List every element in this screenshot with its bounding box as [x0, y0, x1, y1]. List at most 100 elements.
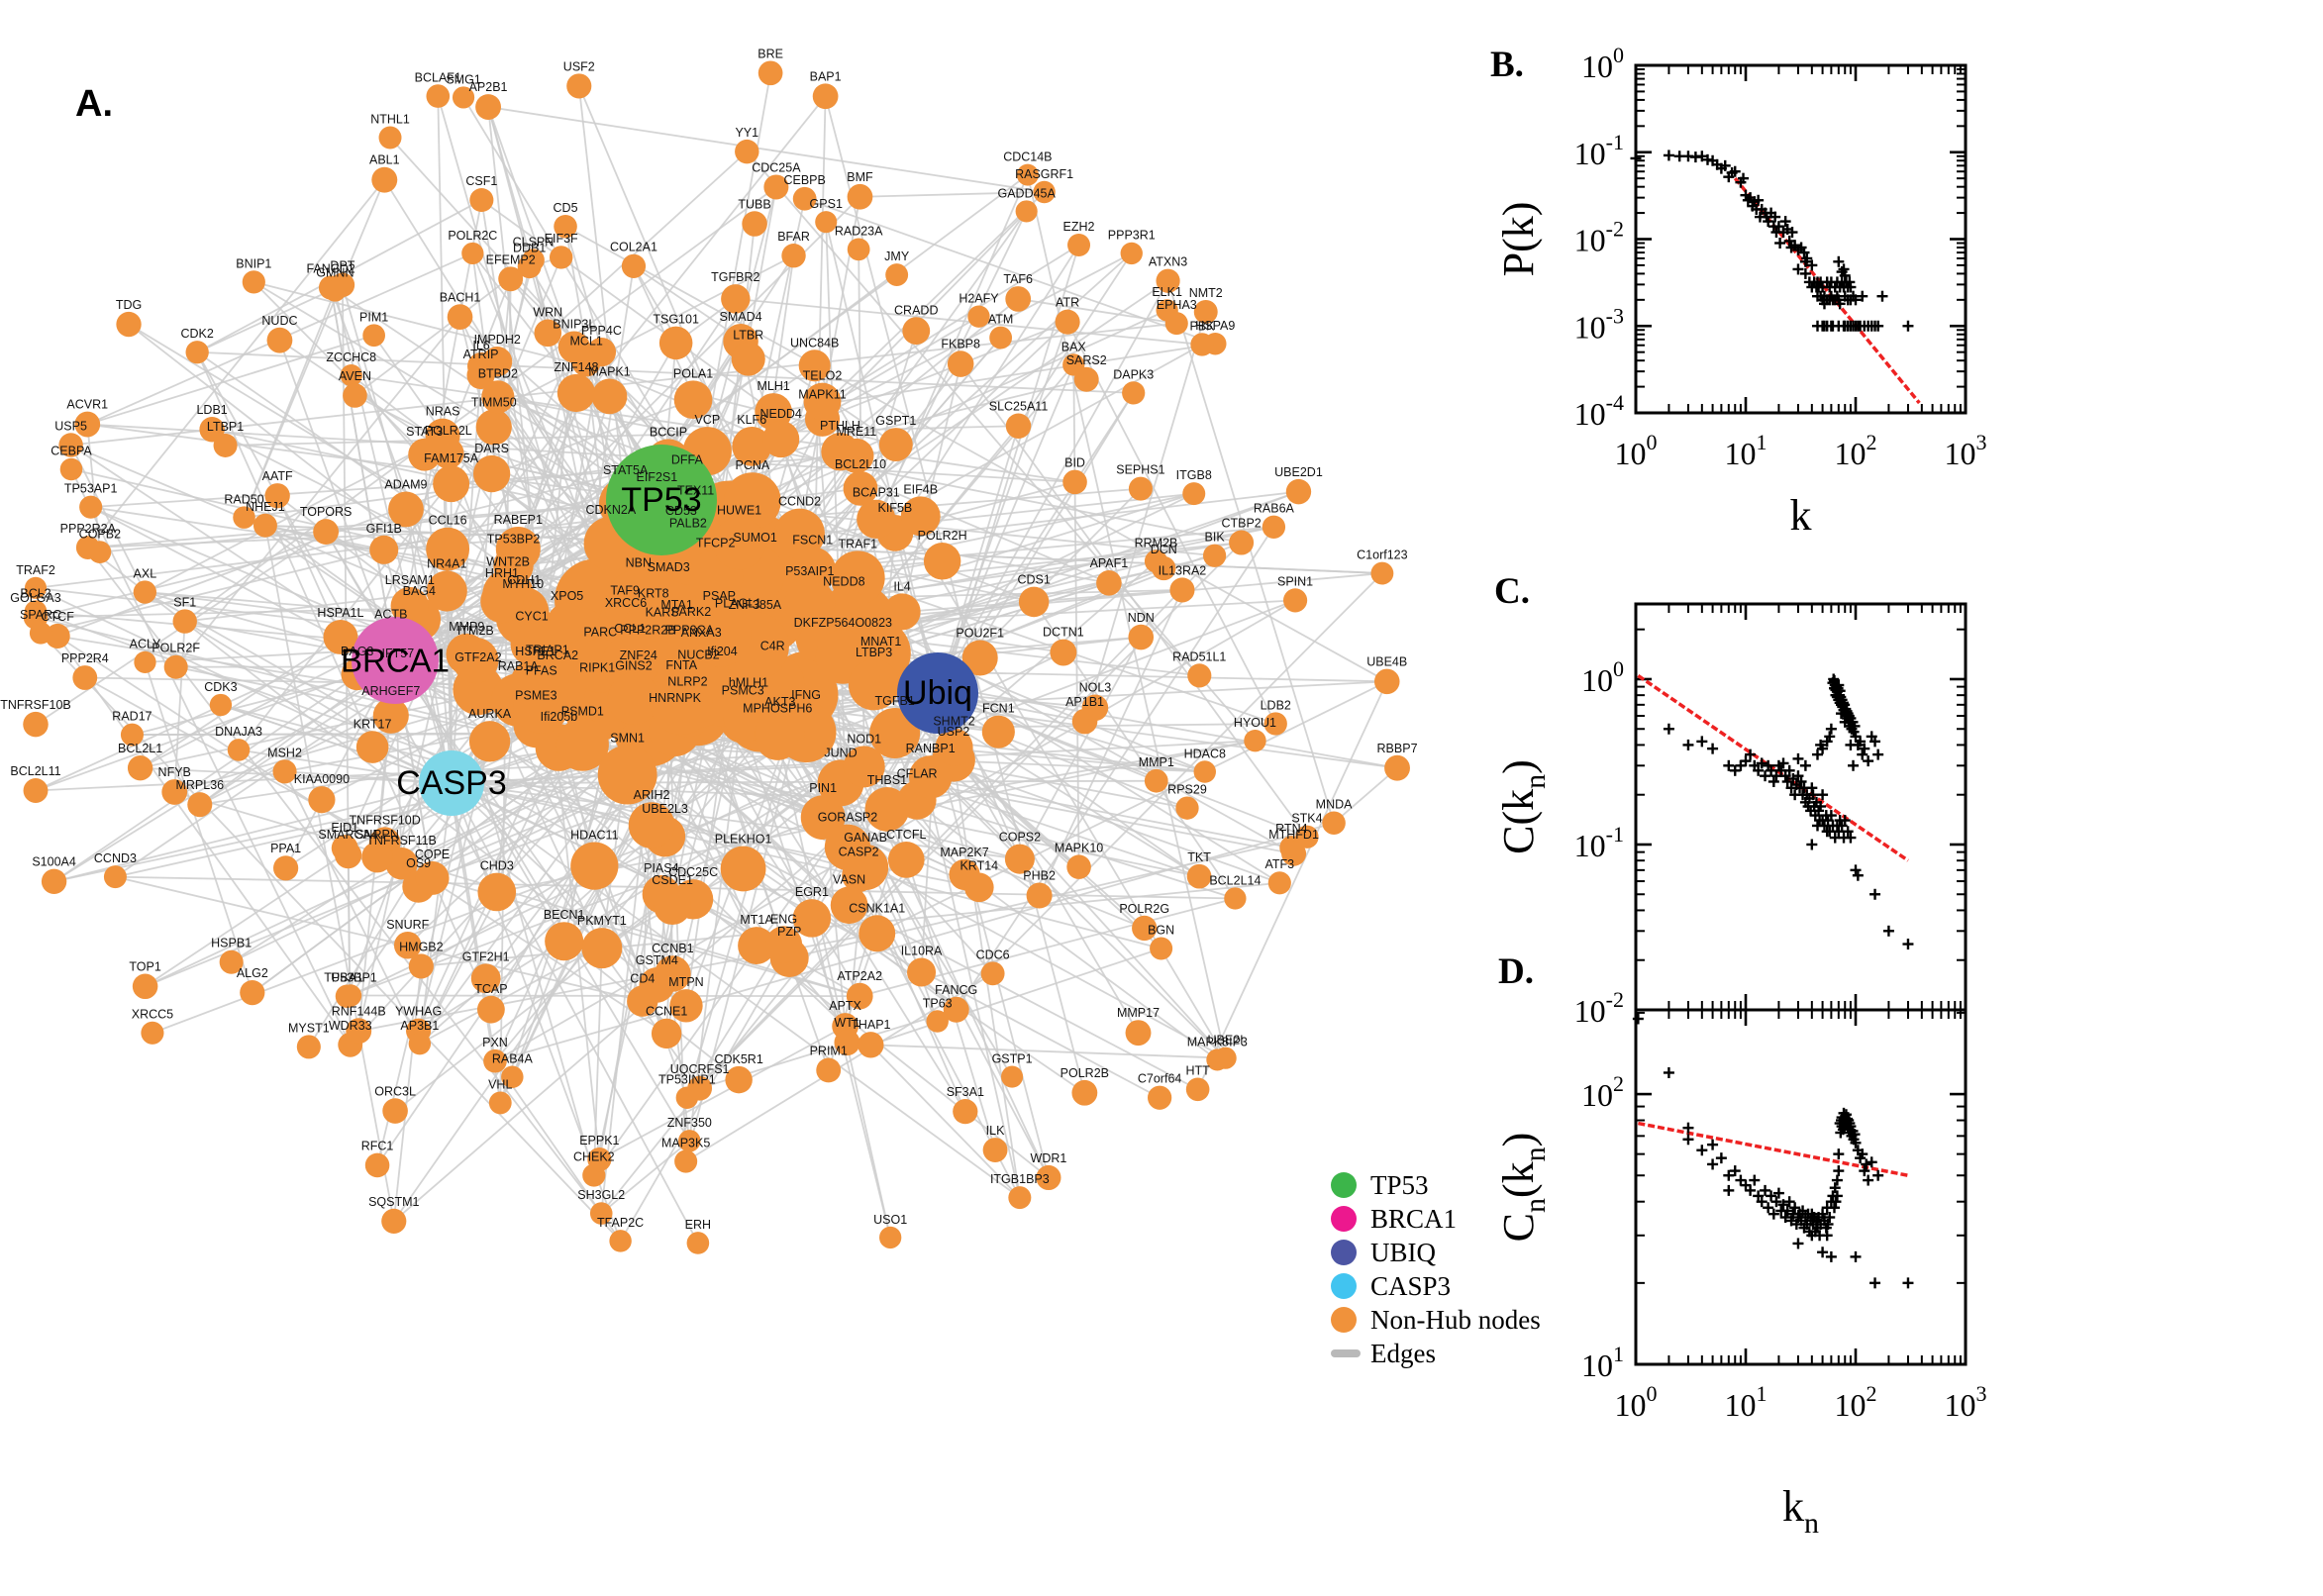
node-label: PRIM1	[810, 1045, 848, 1058]
node-label: CHD3	[480, 859, 514, 873]
network-node	[732, 427, 772, 466]
node-label: AATF	[262, 469, 293, 483]
node-label: RFC1	[361, 1140, 394, 1153]
node-label: TIMM50	[471, 395, 517, 409]
network-node	[735, 139, 759, 164]
chart-C: 100 10-1 10-2 C(kn)	[1494, 602, 1968, 1029]
node-label: TP53BP2	[487, 532, 541, 546]
network-node	[1015, 200, 1038, 223]
network-node	[821, 433, 859, 471]
panel-label-c: C.	[1494, 571, 1530, 612]
hub-node-tp53	[606, 445, 717, 555]
node-label: SQSTM1	[368, 1195, 419, 1209]
node-label: KARS	[646, 606, 679, 620]
node-label: NFYB	[158, 765, 191, 779]
node-label: FSCN1	[792, 534, 833, 548]
node-label: HRH1	[485, 566, 519, 580]
node-label: ENG	[770, 912, 797, 926]
x-tick-label: 100	[1615, 430, 1658, 471]
node-swatch-icon	[1331, 1206, 1357, 1232]
node-label: CCL1	[614, 622, 646, 636]
network-node	[24, 576, 48, 599]
node-label: GTF2A2	[454, 650, 501, 664]
node-label: RRM2B	[1135, 536, 1178, 549]
network-node	[426, 570, 467, 612]
network-node	[843, 746, 885, 788]
network-node	[923, 543, 961, 580]
network-node	[981, 715, 1015, 748]
network-node	[141, 1021, 164, 1045]
network-node	[426, 84, 451, 108]
network-node	[1033, 180, 1056, 204]
node-label: MAPK1	[588, 365, 630, 379]
node-label: KLF6	[737, 413, 766, 427]
node-label: USF2	[563, 59, 595, 73]
network-node	[724, 472, 781, 530]
node-label: Ifi205b	[541, 710, 578, 724]
y-tick-label: 100	[1581, 656, 1624, 698]
network-node	[609, 1230, 632, 1252]
node-label: IL6	[472, 339, 489, 352]
node-label: AURKA	[468, 707, 512, 721]
network-node	[120, 723, 144, 747]
node-label: LTBP3	[856, 646, 892, 659]
data-points	[1632, 1013, 1914, 1289]
node-label: CD5	[554, 201, 578, 215]
network-node	[902, 317, 931, 346]
node-label: DFFA	[671, 452, 704, 466]
network-node	[628, 802, 675, 848]
node-label: TAF6	[1003, 272, 1033, 286]
node-label: SMAD4	[720, 310, 762, 324]
node-label: BAG4	[403, 584, 436, 598]
node-label: PIN1	[809, 781, 837, 795]
node-label: C4R	[760, 639, 785, 652]
node-label: CEBPB	[783, 173, 825, 187]
node-label: ITM2B	[457, 624, 494, 638]
node-label: LDB1	[196, 403, 227, 417]
network-node	[597, 745, 657, 805]
node-label: MNAT1	[860, 635, 901, 648]
node-label: POU2F1	[956, 627, 1004, 641]
panel-label-b: B.	[1490, 45, 1524, 85]
network-node	[864, 787, 910, 832]
network-node	[879, 1226, 902, 1249]
y-axis-title: C(kn)	[1494, 759, 1552, 854]
node-label: USP5	[54, 419, 87, 433]
node-label: NLRP2	[667, 675, 707, 689]
node-label: NUDC	[261, 314, 297, 328]
node-label: IFT57	[382, 647, 415, 660]
x-tick-label: 102	[1835, 430, 1877, 471]
network-node	[763, 174, 789, 200]
network-node	[673, 380, 713, 420]
network-node	[501, 1065, 524, 1088]
network-node	[481, 380, 515, 414]
network-node	[566, 73, 592, 99]
network-node	[781, 244, 806, 268]
network-node	[1081, 694, 1109, 722]
node-label: MTPN	[668, 975, 703, 989]
legend-label: Edges	[1370, 1338, 1436, 1368]
network-node	[887, 842, 925, 878]
node-label: CTBP2	[1221, 517, 1261, 531]
node-label: CTCFL	[886, 828, 926, 842]
legend-item-casp3: CASP3	[1331, 1269, 1541, 1303]
node-label: RNF144B	[332, 1004, 386, 1018]
network-node	[510, 623, 554, 666]
network-node	[654, 611, 700, 658]
network-node	[313, 519, 340, 546]
network-node	[1156, 268, 1180, 293]
node-label: ZNF350	[667, 1116, 712, 1130]
hub-node-brca1	[352, 617, 439, 704]
network-node	[1193, 760, 1216, 783]
network-node	[980, 961, 1005, 986]
network-node	[408, 1032, 432, 1055]
node-label: ABL1	[369, 153, 400, 167]
node-label: BCL2L14	[1209, 873, 1261, 887]
network-node	[1175, 796, 1199, 820]
node-label: DCN	[1151, 543, 1177, 556]
network-node	[1322, 811, 1346, 835]
node-label: IL4	[893, 579, 910, 593]
network-node	[488, 1091, 512, 1115]
